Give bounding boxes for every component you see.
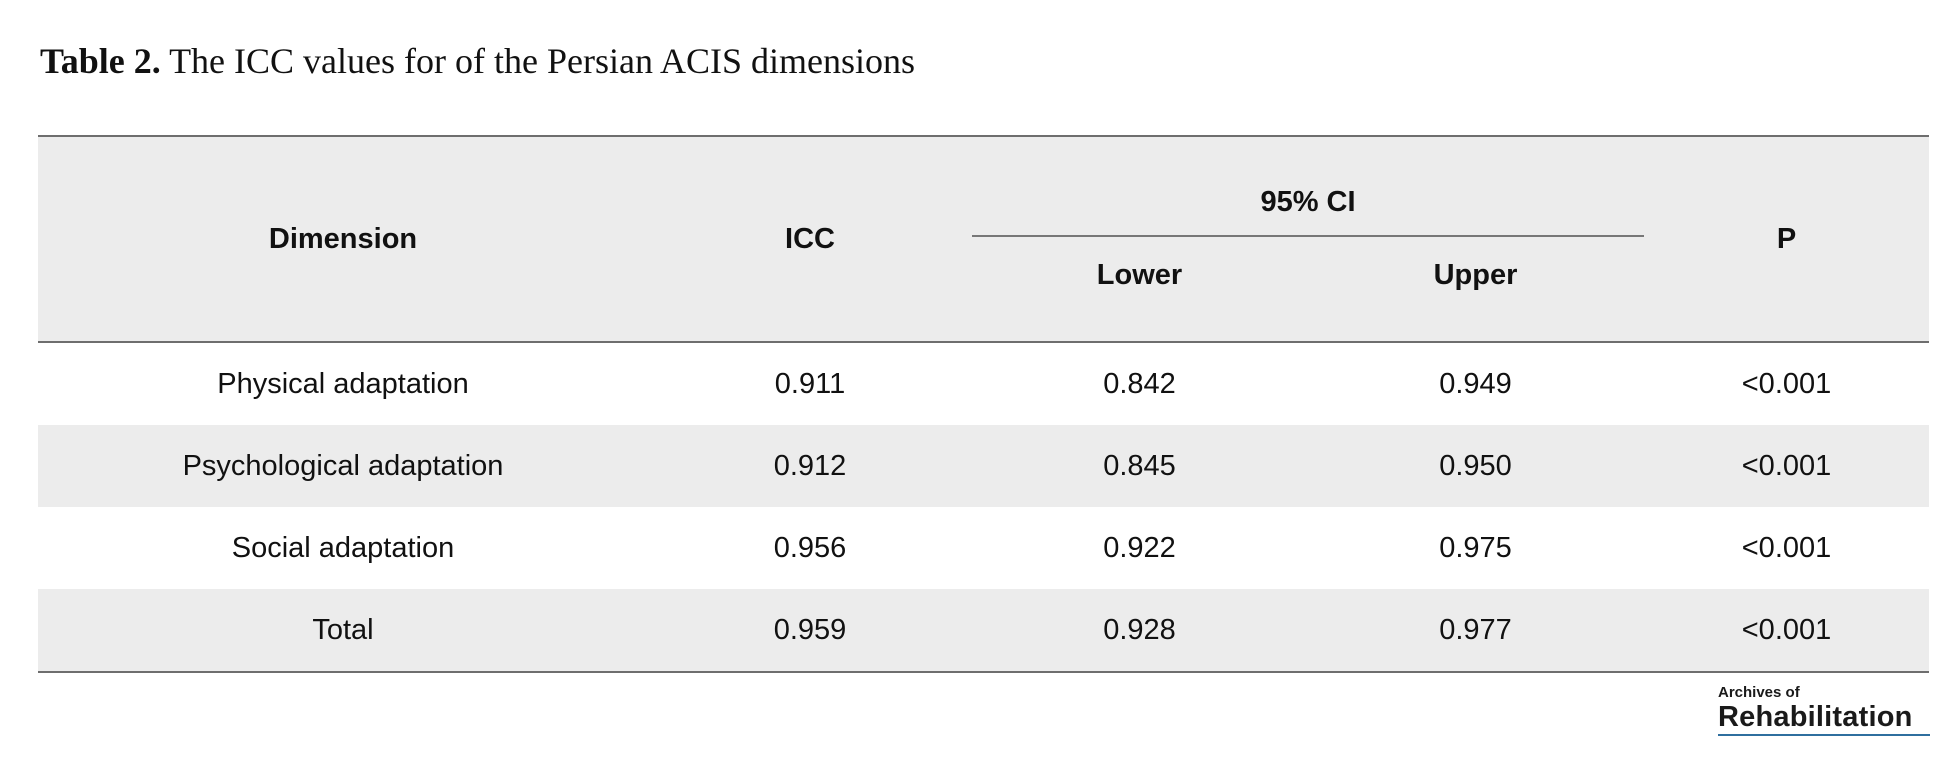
cell-p: <0.001 — [1741, 449, 1832, 482]
icc-table-container: Dimension ICC 95% CI P Lower Upper Physi… — [38, 135, 1930, 673]
cell-lower: 0.922 — [1103, 531, 1176, 564]
cell-icc: 0.956 — [773, 531, 847, 564]
header-95-ci-label: 95% CI — [1260, 186, 1356, 218]
header-dimension: Dimension — [268, 222, 418, 255]
table-row: Total 0.959 0.928 0.977 <0.001 — [38, 589, 1930, 672]
header-lower: Lower — [1096, 259, 1183, 291]
table-row: Psychological adaptation 0.912 0.845 0.9… — [38, 425, 1930, 507]
header-icc: ICC — [785, 222, 835, 255]
header-p: P — [1776, 222, 1797, 255]
cell-p: <0.001 — [1741, 613, 1832, 646]
caption-text: The ICC values for of the Persian ACIS d… — [160, 41, 915, 81]
cell-dimension: Total — [312, 613, 374, 646]
cell-lower: 0.845 — [1103, 449, 1176, 482]
table-body: Physical adaptation 0.911 0.842 0.949 <0… — [38, 342, 1930, 672]
table-row: Physical adaptation 0.911 0.842 0.949 <0… — [38, 342, 1929, 425]
cell-upper: 0.977 — [1439, 613, 1512, 646]
cell-upper: 0.949 — [1439, 367, 1512, 400]
cell-icc: 0.912 — [773, 449, 847, 482]
caption-label: Table 2. — [40, 41, 161, 81]
logo-big-text: Rehabilitation — [1718, 701, 1913, 733]
journal-logo: Archives of Rehabilitation — [1718, 685, 1930, 736]
cell-upper: 0.950 — [1439, 449, 1512, 482]
table-header: Dimension ICC 95% CI P Lower Upper — [38, 136, 1930, 342]
cell-dimension: Social adaptation — [231, 531, 455, 564]
cell-lower: 0.928 — [1103, 613, 1176, 646]
icc-table: Dimension ICC 95% CI P Lower Upper Physi… — [38, 135, 1930, 673]
cell-lower: 0.842 — [1103, 367, 1176, 400]
table-caption: Table 2. The ICC values for of the Persi… — [40, 40, 915, 82]
ci-group-rule — [972, 235, 1645, 237]
header-95-ci: 95% CI — [972, 136, 1645, 237]
cell-icc: 0.911 — [774, 367, 846, 400]
logo-small-text: Archives of — [1718, 684, 1800, 701]
logo-underline — [1718, 734, 1930, 736]
cell-p: <0.001 — [1741, 531, 1832, 564]
header-upper: Upper — [1433, 259, 1518, 291]
cell-dimension: Physical adaptation — [217, 367, 469, 400]
cell-icc: 0.959 — [773, 613, 847, 646]
cell-p: <0.001 — [1741, 367, 1832, 400]
cell-upper: 0.975 — [1439, 531, 1512, 564]
table-row: Social adaptation 0.956 0.922 0.975 <0.0… — [38, 507, 1929, 589]
cell-dimension: Psychological adaptation — [182, 449, 504, 482]
